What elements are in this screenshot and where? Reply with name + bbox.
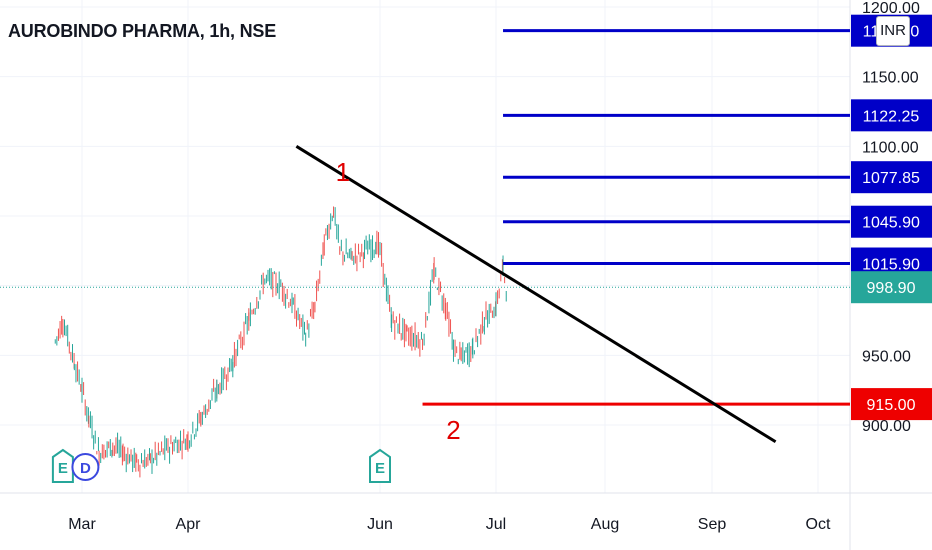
price-level-label-box: [851, 99, 932, 132]
badge-letter: E: [375, 460, 385, 477]
earnings-badge-icon[interactable]: [369, 448, 391, 483]
price-level-label-box: [851, 205, 932, 238]
price-level-label: 1077.85: [862, 170, 920, 187]
y-tick-label: 950.00: [862, 348, 911, 365]
price-level-label: 1045.90: [862, 215, 920, 232]
y-tick-label: 1200.00: [862, 0, 920, 17]
x-tick-label: Apr: [176, 516, 202, 533]
last-price-label: 998.90: [867, 280, 916, 297]
price-level-label: 915.00: [867, 397, 916, 414]
y-tick-label: 1150.00: [862, 70, 919, 87]
x-tick-label: Jun: [367, 516, 393, 533]
y-tick-label: 1100.00: [862, 139, 919, 156]
wave-label-2: 2: [446, 415, 460, 445]
x-tick-label: Jul: [486, 516, 506, 533]
price-level-label-box: [851, 161, 932, 194]
price-level-label-box: [851, 388, 932, 421]
symbol-title: AUROBINDO PHARMA, 1h, NSE: [8, 21, 277, 41]
x-tick-label: Oct: [806, 516, 831, 533]
x-tick-label: Sep: [698, 516, 727, 533]
y-tick-label: 900.00: [862, 418, 911, 435]
badge-letter: E: [58, 460, 68, 477]
dividend-badge-icon[interactable]: [71, 453, 100, 481]
currency-button[interactable]: INR: [876, 16, 910, 46]
last-price-label-box: [851, 271, 932, 304]
badge-letter: D: [80, 460, 91, 477]
x-tick-label: Mar: [68, 516, 96, 533]
price-level-label: 1015.90: [862, 257, 920, 274]
x-tick-label: Aug: [591, 516, 619, 533]
trendline[interactable]: [295, 145, 777, 443]
wave-label-1: 1: [336, 157, 350, 187]
price-level-label: 1122.25: [863, 108, 920, 125]
